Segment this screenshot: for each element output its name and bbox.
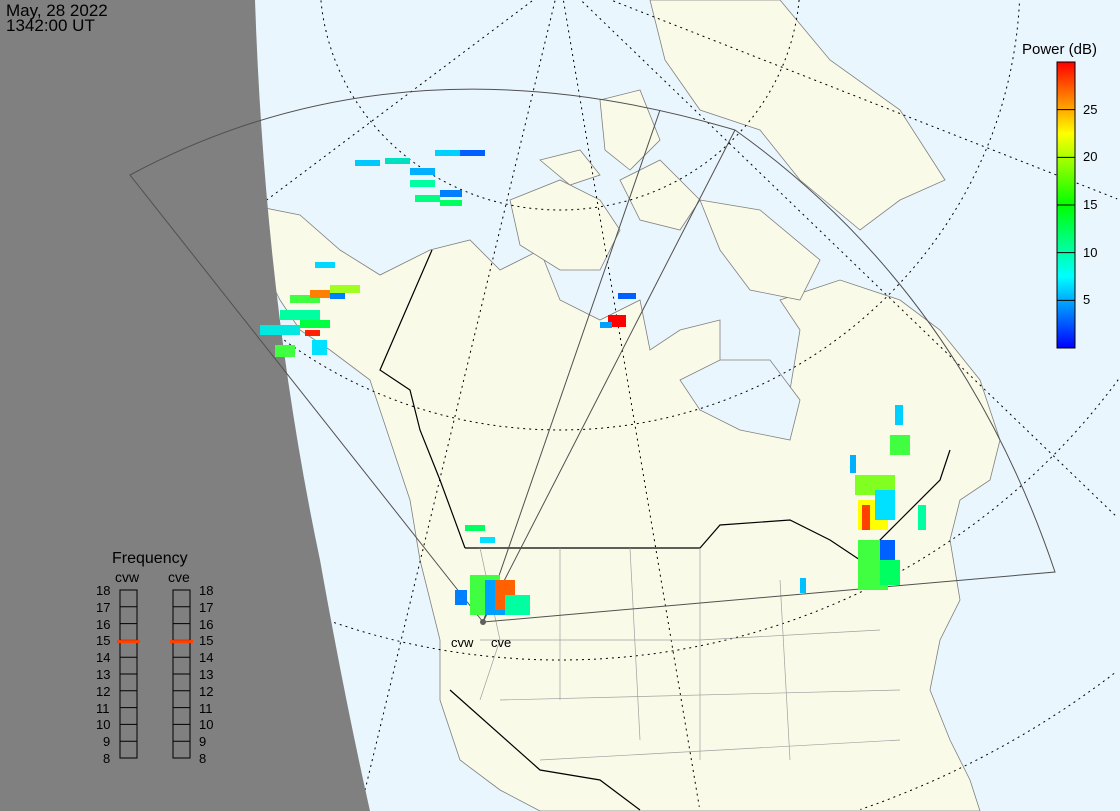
echo-cell	[385, 158, 410, 164]
frequency-marker	[170, 640, 193, 644]
frequency-scale-label-cvw: 13	[96, 667, 111, 682]
frequency-scale-label-cve: 14	[199, 650, 214, 666]
radar-fields-of-view	[129, 88, 1056, 623]
echo-cell	[310, 290, 340, 298]
frequency-scale-label-cvw: 15	[96, 633, 111, 649]
frequency-scale-label-cve: 12	[199, 683, 214, 699]
echo-cell	[875, 490, 895, 520]
time-label: 1342:00 UT	[6, 16, 95, 35]
baffin-island	[699, 199, 821, 301]
echo-cell	[280, 310, 320, 320]
echo-cell	[330, 285, 360, 293]
echo-cell	[300, 320, 330, 328]
echo-cell	[315, 262, 335, 268]
echo-cell	[440, 190, 462, 197]
echo-cell	[275, 345, 295, 357]
longitude-line	[582, 1, 1118, 518]
frequency-title: Frequency	[112, 550, 188, 567]
power-colorbar	[1056, 61, 1076, 349]
echo-cell	[918, 505, 926, 530]
frequency-scale-label-cvw: 17	[96, 599, 111, 615]
echo-cell	[460, 150, 485, 156]
echo-cell	[505, 595, 530, 615]
map-label-cve: cve	[491, 635, 512, 650]
frequency-scale-label-cvw: 16	[96, 616, 111, 632]
colorbar-tick-label: 15	[1083, 197, 1098, 212]
latitude-circle	[320, 0, 800, 211]
echo-cell	[465, 525, 485, 531]
radar-label-cvw: cvw	[115, 569, 140, 585]
frequency-scale-label-cvw: 11	[96, 700, 110, 716]
radar-site-marker	[480, 619, 486, 625]
echo-cell	[600, 322, 612, 328]
date-label: May, 28 2022	[6, 1, 108, 20]
echo-cell	[895, 405, 903, 425]
echo-cell	[410, 168, 435, 175]
colorbar-tick-label: 20	[1083, 149, 1098, 165]
frequency-scale-label-cvw: 18	[96, 583, 111, 598]
frequency-scale-label-cve: 16	[199, 616, 214, 632]
colorbar-title: Power (dB)	[1022, 41, 1098, 58]
arctic-islands-2	[599, 89, 661, 171]
frequency-scale-label-cve: 11	[199, 700, 213, 716]
frequency-scale-label-cve: 17	[199, 599, 214, 615]
night-side-shading	[0, 0, 370, 811]
map-label-cvw: cvw	[451, 635, 474, 650]
longitude-line	[563, 0, 700, 807]
echo-cell	[410, 180, 435, 187]
frequency-scale-label-cvw: 9	[103, 734, 111, 750]
hudson-bay	[679, 359, 801, 441]
echo-cell	[415, 195, 440, 202]
frequency-scale-label-cvw: 12	[96, 683, 111, 699]
frequency-scale-label-cvw: 8	[103, 751, 111, 766]
echo-cell	[305, 330, 320, 336]
echo-cell	[312, 340, 327, 355]
frequency-marker	[117, 640, 140, 644]
arctic-islands-4	[619, 159, 701, 231]
colorbar-tick-label: 10	[1083, 244, 1098, 260]
echo-cell	[850, 455, 856, 473]
echo-cell	[800, 578, 806, 593]
frequency-scale-label-cve: 8	[199, 751, 207, 766]
echo-cell	[290, 295, 320, 303]
frequency-scale-label-cve: 13	[199, 667, 214, 682]
echo-cell	[618, 293, 636, 299]
frequency-scale-label-cve: 9	[199, 734, 207, 750]
echo-cell	[435, 150, 460, 156]
frequency-scale-label-cvw: 14	[96, 650, 111, 666]
frequency-scale-label-cve: 10	[199, 717, 214, 733]
north-america	[249, 204, 1001, 811]
longitude-line	[360, 0, 556, 807]
longitude-line	[613, 0, 1118, 200]
arctic-islands-1	[509, 179, 621, 271]
arctic-islands-3	[539, 149, 601, 186]
echo-cell	[608, 315, 626, 327]
landmass	[249, 0, 1001, 811]
echo-cell	[330, 293, 345, 299]
colorbar-tick-label: 5	[1083, 292, 1091, 308]
echo-cell	[440, 200, 462, 206]
latitude-circle	[100, 3, 1020, 431]
frequency-scale-label-cvw: 10	[96, 717, 111, 733]
echo-cell	[880, 560, 900, 585]
echo-cell	[355, 160, 380, 166]
echo-cell	[862, 505, 870, 530]
echo-cell	[880, 540, 895, 560]
frequency-indicators	[117, 589, 193, 759]
echo-cell	[890, 435, 910, 455]
echo-cell	[455, 590, 467, 605]
echo-cell	[480, 537, 495, 543]
radar-label-cve: cve	[168, 569, 190, 585]
frequency-scale-label-cve: 18	[199, 583, 214, 598]
state-lines	[479, 547, 901, 761]
greenland	[649, 0, 946, 231]
backscatter-echoes	[260, 150, 926, 615]
frequency-scale-label-cve: 15	[199, 633, 214, 649]
echo-cell	[260, 325, 300, 335]
colorbar-tick-label: 25	[1083, 101, 1098, 117]
